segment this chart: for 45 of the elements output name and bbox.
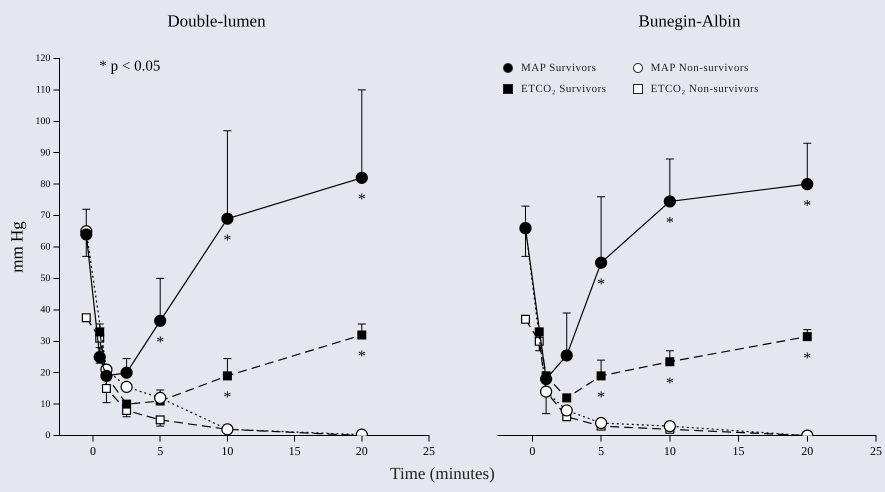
annotation: * xyxy=(597,389,606,406)
y-tick-label: 40 xyxy=(40,304,50,316)
annotation: * xyxy=(803,197,812,214)
y-tick-label: 70 xyxy=(40,210,50,222)
x-tick-label: 25 xyxy=(870,444,882,458)
x-tick-label: 10 xyxy=(664,444,676,458)
y-axis-title: mm Hg xyxy=(8,220,27,273)
annotation: * xyxy=(223,389,232,406)
x-tick-label: 5 xyxy=(157,444,164,458)
y-tick-label: 120 xyxy=(35,53,50,64)
annotation: * p < 0.05 xyxy=(99,58,160,74)
x-tick-label: 10 xyxy=(221,444,234,458)
y-tick-label: 0 xyxy=(45,430,50,442)
y-tick-label: 80 xyxy=(40,178,50,190)
legend-label: ETCO₂ Non-survivors xyxy=(650,83,759,95)
y-tick-label: 60 xyxy=(40,242,50,253)
y-tick-label: 100 xyxy=(35,116,50,127)
annotation: * xyxy=(358,348,366,366)
y-tick-label: 30 xyxy=(40,336,50,347)
y-tick-label: 90 xyxy=(40,147,50,158)
x-tick-label: 20 xyxy=(356,444,368,458)
y-tick-label: 10 xyxy=(40,398,50,410)
x-tick-label: 25 xyxy=(423,444,435,458)
annotation: * xyxy=(358,191,366,208)
annotation: * xyxy=(156,334,164,352)
legend-label: MAP Non-survivors xyxy=(650,62,749,74)
y-tick-label: 20 xyxy=(40,367,50,378)
annotation: * xyxy=(223,232,232,249)
annotation: * xyxy=(803,350,812,367)
legend-label: ETCO₂ Survivors xyxy=(521,83,607,95)
x-tick-label: 15 xyxy=(288,444,301,458)
annotation: * xyxy=(666,374,674,392)
annotation: * xyxy=(597,276,606,293)
x-tick-label: 5 xyxy=(598,444,604,458)
x-tick-label: 15 xyxy=(732,444,745,458)
x-tick-label: 0 xyxy=(529,444,536,458)
x-axis-title: Time (minutes) xyxy=(389,464,496,484)
y-tick-label: 110 xyxy=(36,84,50,96)
chart-title: Double-lumen xyxy=(167,12,266,31)
y-tick-label: 50 xyxy=(40,273,50,284)
x-tick-label: 0 xyxy=(90,444,96,458)
legend-label: MAP Survivors xyxy=(521,62,596,74)
x-tick-label: 20 xyxy=(801,444,814,458)
chart-title: Bunegin-Albin xyxy=(638,12,741,31)
annotation: * xyxy=(666,214,674,232)
